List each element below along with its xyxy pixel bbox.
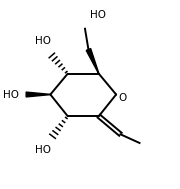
Text: HO: HO bbox=[35, 145, 51, 155]
Text: O: O bbox=[119, 93, 127, 103]
Polygon shape bbox=[86, 49, 99, 74]
Text: HO: HO bbox=[35, 36, 51, 46]
Polygon shape bbox=[26, 92, 50, 97]
Text: HO: HO bbox=[90, 10, 106, 20]
Text: HO: HO bbox=[3, 90, 19, 99]
